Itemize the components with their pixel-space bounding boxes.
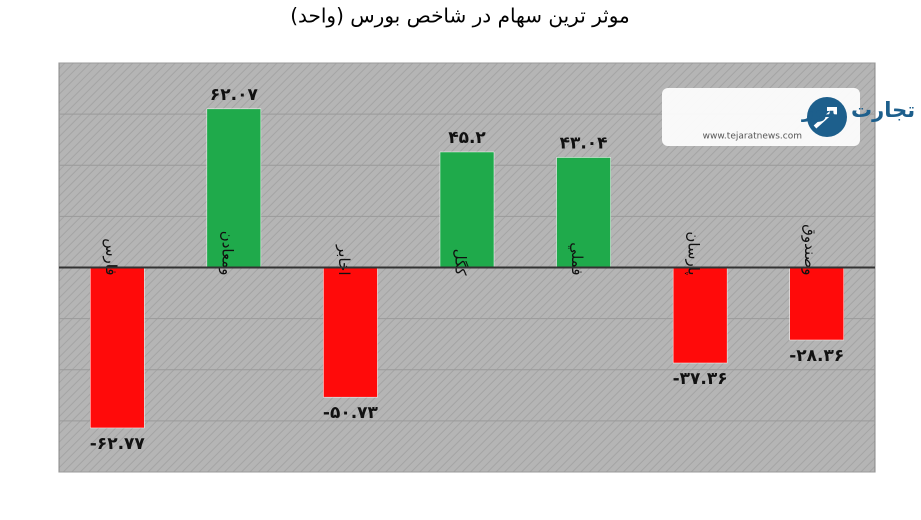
value-label: -۳۷.۳۶ — [673, 369, 728, 389]
value-label: ۴۵.۲ — [448, 128, 486, 148]
category-label: اخابر — [335, 244, 353, 275]
category-label: کگل — [452, 249, 470, 277]
value-label: -۶۲.۷۷ — [90, 434, 146, 454]
logo-box — [662, 88, 860, 146]
logo-name: تجارت نیوز — [801, 98, 915, 122]
bar — [789, 267, 844, 341]
category-label: ومعادن — [218, 231, 236, 276]
category-label: وصندوق — [801, 224, 819, 275]
value-label: -۵۰.۷۳ — [323, 403, 379, 423]
chart-title: موثر ترین سهام در شاخص بورس (واحد) — [290, 4, 630, 28]
bar — [90, 267, 145, 429]
category-label: فارس — [102, 238, 120, 275]
category-label: پارسان — [684, 231, 703, 275]
logo: تجارت نیوز www.tejaratnews.com — [662, 88, 915, 146]
value-label: -۲۸.۳۶ — [789, 346, 844, 366]
value-label: ۴۳.۰۴ — [560, 133, 608, 153]
logo-url: www.tejaratnews.com — [703, 132, 802, 142]
bar — [672, 267, 728, 364]
category-label: فملي — [567, 242, 586, 275]
value-label: ۶۲.۰۷ — [210, 85, 259, 105]
bar — [323, 267, 378, 398]
